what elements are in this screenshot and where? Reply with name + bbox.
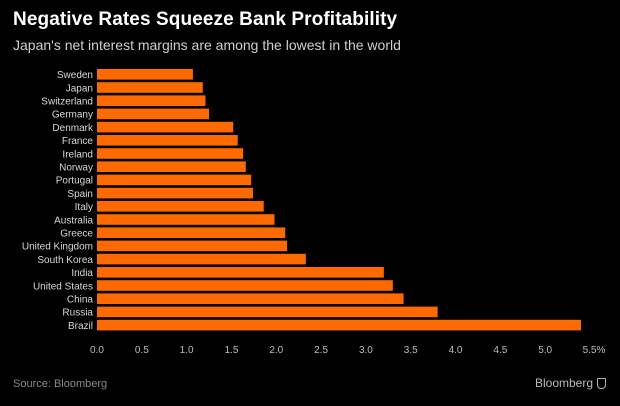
brand-label: Bloomberg xyxy=(534,376,593,390)
category-label: United Kingdom xyxy=(22,242,93,253)
bar-japan xyxy=(97,82,203,93)
bar-france xyxy=(97,135,238,146)
bar-greece xyxy=(97,227,286,238)
category-label: Sweden xyxy=(57,70,93,81)
bar-united-states xyxy=(97,280,393,291)
category-label: Denmark xyxy=(52,123,94,134)
bar-united-kingdom xyxy=(97,240,288,252)
x-tick-label: 0.5 xyxy=(135,345,149,356)
bar-denmark xyxy=(97,121,234,133)
shield-icon xyxy=(597,377,606,389)
category-label: France xyxy=(62,136,94,147)
bar-brazil xyxy=(97,319,582,331)
bar-india xyxy=(97,267,384,278)
x-tick-label: 3.5 xyxy=(404,345,418,356)
brand-logo: Bloomberg xyxy=(535,376,606,390)
category-label: Brazil xyxy=(68,321,93,332)
bar-australia xyxy=(97,214,275,225)
bar-sweden xyxy=(97,69,193,80)
x-tick-label: 1.5 xyxy=(225,345,239,356)
chart-subtitle: Japan's net interest margins are among t… xyxy=(13,37,401,53)
category-label: Switzerland xyxy=(41,97,93,108)
category-label: India xyxy=(71,268,93,279)
x-tick-label: 5.5% xyxy=(583,345,606,356)
category-label: Ireland xyxy=(62,149,93,160)
category-label: Germany xyxy=(52,110,93,121)
bar-norway xyxy=(97,161,246,172)
category-label: United States xyxy=(33,281,93,292)
category-label: Japan xyxy=(66,83,93,94)
x-tick-label: 2.0 xyxy=(269,345,283,356)
x-tick-label: 3.0 xyxy=(359,345,373,356)
source-note: Source: Bloomberg xyxy=(13,378,108,390)
category-label: South Korea xyxy=(37,255,93,266)
bar-italy xyxy=(97,201,264,212)
bar-portugal xyxy=(97,174,252,186)
bar-spain xyxy=(97,187,253,199)
x-tick-label: 1.0 xyxy=(180,345,194,356)
category-label: Spain xyxy=(67,189,93,200)
x-tick-label: 2.5 xyxy=(314,345,328,356)
x-tick-label: 4.0 xyxy=(449,345,463,356)
bar-south-korea xyxy=(97,253,306,265)
x-tick-label: 0.0 xyxy=(90,345,104,356)
x-tick-label: 4.5 xyxy=(493,345,507,356)
category-label: Greece xyxy=(60,229,93,240)
category-label: China xyxy=(67,295,94,306)
bar-switzerland xyxy=(97,95,206,106)
category-label: Norway xyxy=(59,163,93,174)
category-label: Italy xyxy=(75,202,93,213)
bar-china xyxy=(97,293,404,304)
chart-title: Negative Rates Squeeze Bank Profitabilit… xyxy=(13,9,398,30)
bar-germany xyxy=(97,108,210,120)
bar-ireland xyxy=(97,148,244,159)
category-label: Russia xyxy=(62,308,93,319)
x-tick-label: 5.0 xyxy=(538,345,552,356)
category-label: Australia xyxy=(54,215,93,226)
category-label: Portugal xyxy=(56,176,93,187)
bar-russia xyxy=(97,306,438,318)
